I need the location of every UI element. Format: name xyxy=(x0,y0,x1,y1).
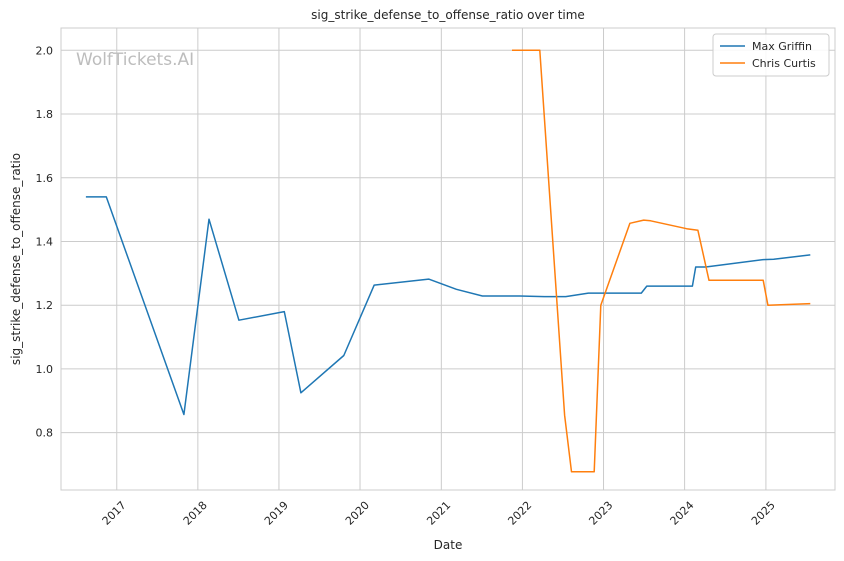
y-tick-label: 1.8 xyxy=(36,108,54,121)
series-line-1 xyxy=(512,49,811,473)
series-line-0 xyxy=(85,196,811,416)
y-axis-label: sig_strike_defense_to_offense_ratio xyxy=(9,153,23,365)
legend-label-0: Max Griffin xyxy=(752,40,812,53)
chart-title: sig_strike_defense_to_offense_ratio over… xyxy=(311,8,585,22)
y-tick-label: 1.4 xyxy=(36,235,54,248)
y-tick-label: 1.6 xyxy=(36,172,54,185)
legend-box xyxy=(712,33,830,77)
x-axis-ticks: 2017 2018 2019 2020 2021 2022 2023 2024 2025 xyxy=(100,499,778,528)
y-tick-label: 0.8 xyxy=(36,427,54,440)
plot-frame xyxy=(60,27,836,491)
legend-label-1: Chris Curtis xyxy=(752,57,816,70)
y-tick-label: 1.2 xyxy=(36,299,54,312)
watermark: WolfTickets.AI xyxy=(76,50,194,70)
y-tick-label: 2.0 xyxy=(36,44,54,57)
y-axis-ticks: 0.8 1.0 1.2 1.4 1.6 1.8 2.0 xyxy=(36,44,54,439)
y-tick-label: 1.0 xyxy=(36,363,54,376)
series-layer xyxy=(85,49,811,473)
gridlines xyxy=(61,28,835,490)
legend: Max Griffin Chris Curtis xyxy=(712,33,830,77)
x-axis-label: Date xyxy=(434,538,463,552)
